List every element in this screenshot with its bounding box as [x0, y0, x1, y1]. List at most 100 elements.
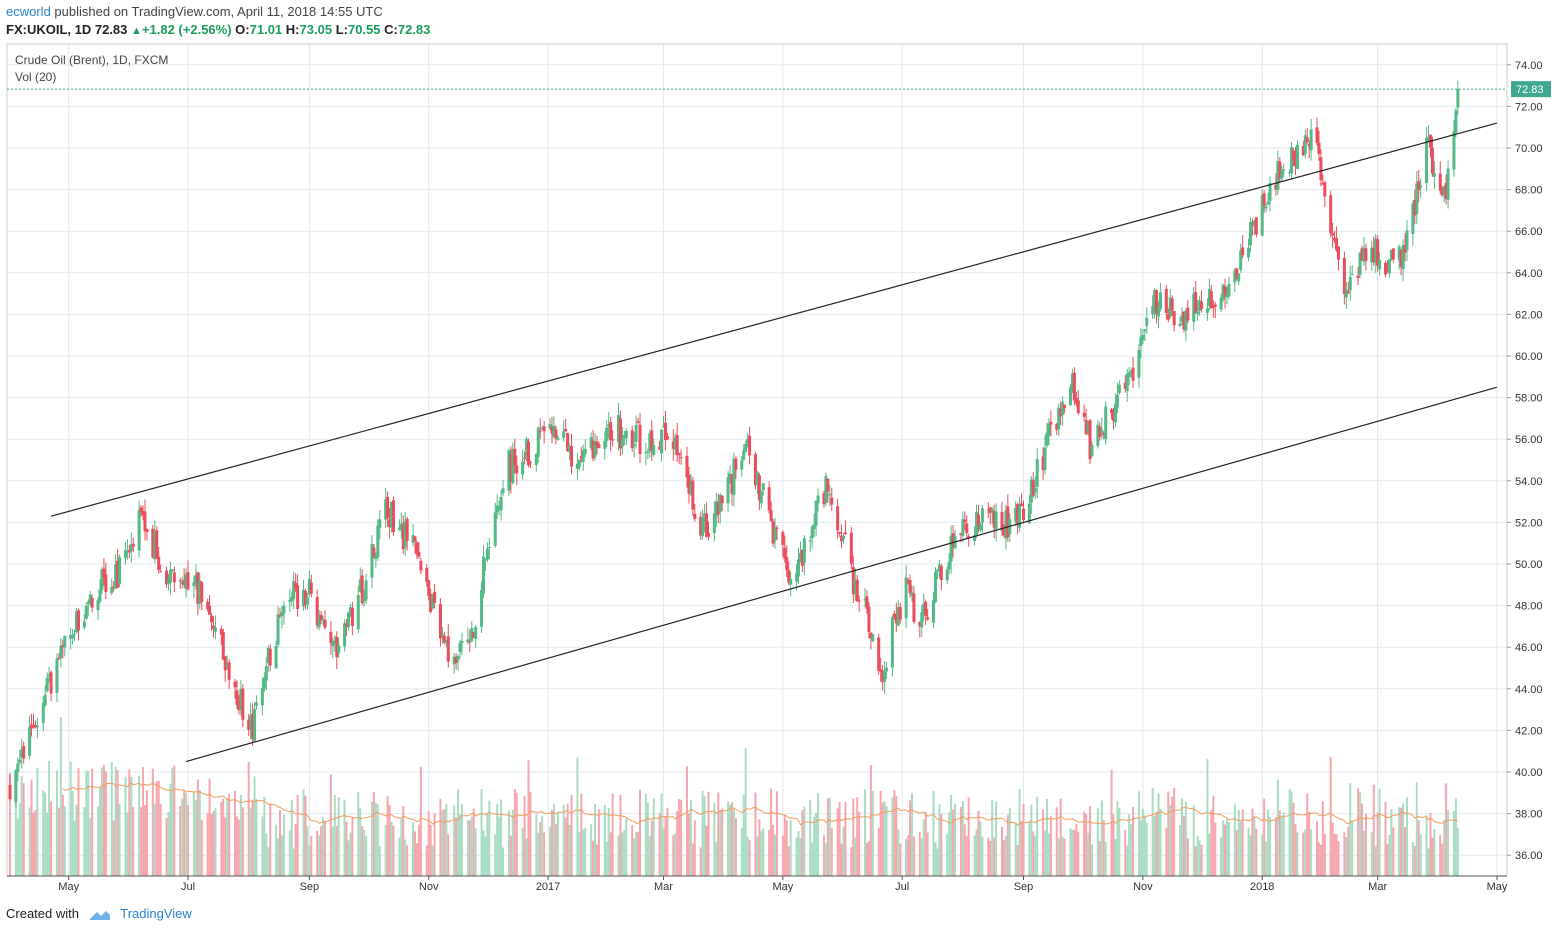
candle-body	[233, 681, 237, 688]
candle-body	[495, 505, 499, 513]
volume-bar	[774, 834, 777, 876]
volume-bar	[153, 803, 156, 876]
volume-bar	[732, 809, 735, 876]
volume-legend: Vol (20)	[15, 70, 56, 84]
candle-body	[88, 594, 92, 604]
candle-body	[431, 595, 435, 608]
volume-bar	[785, 820, 788, 876]
volume-bar	[1278, 810, 1281, 876]
author-link[interactable]: ecworld	[6, 4, 51, 19]
volume-bar	[772, 824, 775, 876]
candle-body	[301, 590, 305, 607]
volume-bar	[858, 811, 861, 876]
candle-body	[1417, 180, 1421, 191]
volume-bar	[337, 797, 340, 876]
candle-body	[918, 622, 922, 627]
volume-bar	[912, 836, 915, 876]
y-tick-label: 44.00	[1515, 684, 1543, 696]
candle-body	[552, 425, 556, 437]
volume-bar	[306, 826, 309, 876]
volume-bar	[1004, 836, 1007, 876]
candle-body	[685, 455, 689, 478]
volume-bar	[237, 819, 240, 876]
y-tick-label: 48.00	[1515, 601, 1543, 613]
volume-bar	[1180, 798, 1183, 876]
volume-bar	[1206, 758, 1209, 876]
candle-body	[362, 599, 366, 601]
volume-bar	[525, 838, 528, 876]
candle-body	[691, 480, 695, 510]
volume-bar	[318, 835, 321, 876]
candle-body	[849, 532, 853, 564]
volume-bar	[883, 801, 886, 876]
volume-bar	[1376, 812, 1379, 876]
volume-bar	[621, 832, 624, 876]
candle-body	[673, 437, 677, 450]
volume-bar	[748, 840, 751, 876]
candle-body	[812, 524, 816, 530]
time-axis[interactable]: May Jul Sep Nov 2017 Mar May Jul Sep Nov 2018 Mar Ma…	[7, 875, 1508, 893]
trendline[interactable]	[50, 122, 1498, 517]
volume-bar	[99, 786, 102, 876]
candle-body	[1376, 239, 1380, 266]
trendlines[interactable]	[50, 122, 1498, 763]
y-tick-label: 58.00	[1515, 393, 1543, 405]
candle-body	[1153, 290, 1157, 310]
volume-bar	[1372, 784, 1375, 876]
candle-body	[746, 438, 750, 448]
volume-bar	[196, 779, 199, 876]
volume-bar	[280, 835, 283, 876]
x-tick-label: Mar	[654, 881, 673, 893]
candle-body	[1127, 372, 1131, 377]
candle-body	[360, 575, 364, 604]
candle-body	[1143, 329, 1147, 332]
candle-body	[1331, 233, 1335, 236]
candle-body	[1276, 160, 1280, 190]
volume-bar	[431, 845, 434, 876]
candle-body	[1057, 407, 1061, 429]
price-axis[interactable]: 74.00 72.00 70.00 68.00 66.00 64.00 62.00 60.00…	[1507, 60, 1551, 862]
volume-bar	[316, 830, 319, 876]
candle-body	[1446, 168, 1450, 200]
candle-body	[730, 474, 734, 494]
volume-bar	[75, 804, 78, 876]
candle-body	[1391, 248, 1395, 260]
trendline[interactable]	[185, 386, 1498, 763]
candle-body	[1100, 429, 1104, 434]
candle-body	[118, 556, 122, 584]
volume-bar	[83, 807, 86, 876]
candle-body	[716, 502, 720, 515]
candle-body	[55, 658, 59, 693]
volume-bar	[1296, 832, 1299, 876]
volume-bar	[637, 831, 640, 876]
tradingview-logo-icon[interactable]	[89, 909, 111, 921]
volume-bar	[611, 793, 614, 876]
candle-body	[155, 530, 159, 559]
volume-bar	[234, 790, 237, 876]
volume-bar	[63, 806, 66, 876]
candle-body	[515, 465, 519, 474]
candle-body	[227, 662, 231, 680]
volume-bar	[852, 798, 855, 876]
volume-bar	[151, 768, 154, 876]
candle-body	[677, 453, 681, 456]
candle-body	[712, 513, 716, 534]
candle-body	[728, 473, 732, 479]
volume-bar	[658, 813, 661, 876]
candle-body	[947, 561, 951, 570]
candle-body	[90, 598, 94, 608]
candle-body	[343, 623, 347, 647]
volume-bar	[400, 818, 403, 876]
volume-bar	[404, 839, 407, 876]
candle-body	[1274, 184, 1278, 190]
tradingview-link[interactable]: TradingView	[120, 906, 192, 921]
candle-body	[935, 569, 939, 572]
volume-bar	[1235, 829, 1238, 876]
candle-body	[1047, 423, 1051, 436]
candle-body	[253, 709, 257, 741]
volume-bar	[345, 821, 348, 876]
volume-bar	[840, 843, 843, 876]
volume-bar	[1425, 815, 1428, 876]
volume-bar	[789, 820, 792, 876]
